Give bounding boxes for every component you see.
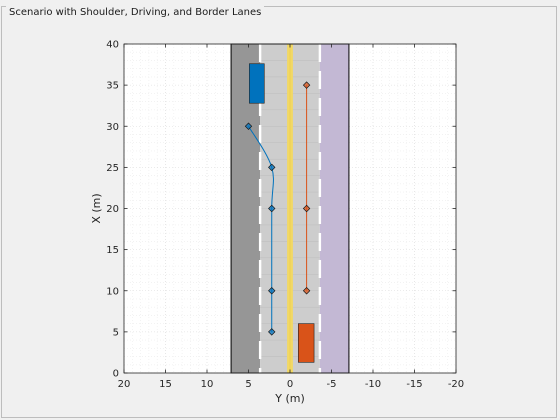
x-axis-label: Y (m): [274, 392, 305, 405]
axis-ticks: 20 15 10 5 0 -5 -10 -15 -20 0 5 10 15 20 25 30 35 40: [106, 40, 464, 391]
y-tick-label: 35: [106, 81, 119, 92]
vehicle-series: [244, 63, 315, 363]
y-tick-label: 40: [106, 40, 119, 51]
x-tick-label: -15: [406, 379, 422, 390]
x-tick-label: -5: [327, 379, 337, 390]
y-tick-label: 15: [106, 245, 119, 256]
y-axis-label: X (m): [90, 193, 103, 223]
y-tick-label: 30: [106, 122, 119, 133]
x-tick-label: 15: [159, 379, 172, 390]
scenario-panel: Scenario with Shoulder, Driving, and Bor…: [1, 6, 557, 418]
waypoint-marker: [268, 204, 276, 213]
x-tick-label: -10: [365, 379, 381, 390]
x-tick-label: 20: [118, 379, 131, 390]
y-tick-label: 25: [106, 163, 119, 174]
waypoint-marker: [302, 81, 311, 89]
y-tick-label: 0: [113, 369, 119, 380]
vehicle-1: [249, 63, 265, 104]
x-tick-label: 0: [287, 379, 293, 390]
vehicle-2: [297, 323, 315, 363]
road: [230, 43, 350, 374]
waypoint-marker: [268, 287, 276, 295]
waypoint-marker: [302, 287, 311, 295]
x-tick-label: -20: [448, 379, 464, 390]
x-tick-label: 5: [245, 379, 251, 390]
y-tick-label: 20: [106, 204, 119, 215]
y-tick-label: 5: [113, 327, 119, 338]
x-tick-label: 10: [201, 379, 214, 390]
panel-title: Scenario with Shoulder, Driving, and Bor…: [6, 6, 265, 20]
waypoint-marker: [268, 163, 276, 172]
y-tick-label: 10: [106, 286, 119, 297]
waypoint-marker: [244, 122, 253, 130]
waypoint-marker: [268, 328, 276, 336]
border-lane: [319, 44, 349, 373]
waypoint-marker: [302, 204, 311, 213]
